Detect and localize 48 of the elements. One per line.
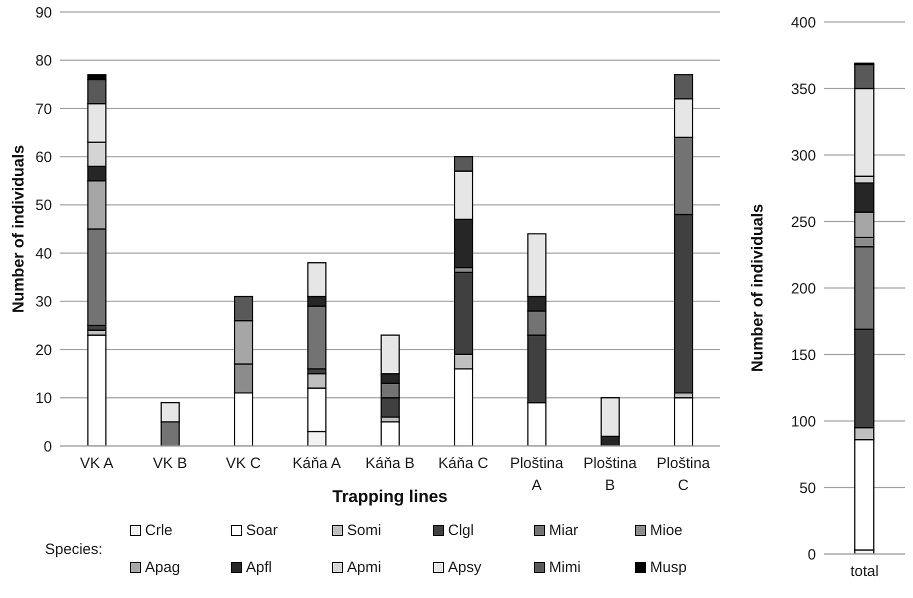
x-tick-label: Káňa B [365,455,415,472]
y-tick-label: 200 [790,280,816,298]
legend-label: Crle [145,522,173,539]
y-tick-label: 100 [790,413,816,430]
x-tick-label: Káňa A [292,455,341,472]
legend-label: Soar [246,522,278,539]
y-tick-label: 0 [808,546,816,564]
x-tick-label: VK C [226,455,262,472]
x-tick-label: total [850,563,879,580]
y-tick-label: 250 [790,214,816,231]
legend-label: Somi [347,522,382,539]
legend-label: Clgl [448,522,474,539]
y-axis-title: Number of individuals [10,144,28,314]
y-tick-label: 300 [790,147,816,164]
x-tick-label: Ploština C [656,455,711,494]
y-tick-label: 0 [44,438,52,456]
x-tick-label: Ploština B [583,455,638,494]
y-tick-label: 30 [35,294,52,311]
y-tick-label: 40 [35,245,52,262]
legend-label: Apag [145,559,180,576]
y-tick-label: 400 [790,14,816,32]
legend-label: Mimi [549,559,581,576]
bar [380,421,400,446]
legend-label: Musp [650,559,687,576]
legend-label: Mioe [650,522,683,539]
x-axis-title: Trapping lines [332,487,448,506]
x-tick-label: VK A [80,455,114,472]
x-tick-label: Ploština A [510,455,564,494]
y-tick-label: 80 [35,52,52,70]
bar [87,334,106,446]
y-tick-label: 350 [790,80,816,98]
legend-title: Species: [44,540,104,558]
y-tick-label: 50 [35,197,52,214]
bar [674,397,694,446]
y-tick-label: 50 [799,480,816,497]
y-tick-label: 90 [35,4,52,22]
y-tick-label: 10 [35,390,52,408]
y-tick-label: 150 [790,346,816,364]
y-tick-label: 20 [35,342,52,359]
x-tick-label: VK B [152,455,188,472]
y-tick-label: 70 [35,100,52,118]
legend-label: Apfl [246,559,272,576]
legend-label: Apsy [448,559,482,576]
y-axis-title: Number of individuals [750,204,766,372]
legend-label: Apmi [347,559,382,576]
legend-label: Miar [549,522,578,539]
y-tick-label: 60 [35,148,52,166]
x-tick-label: Káňa C [438,455,489,472]
